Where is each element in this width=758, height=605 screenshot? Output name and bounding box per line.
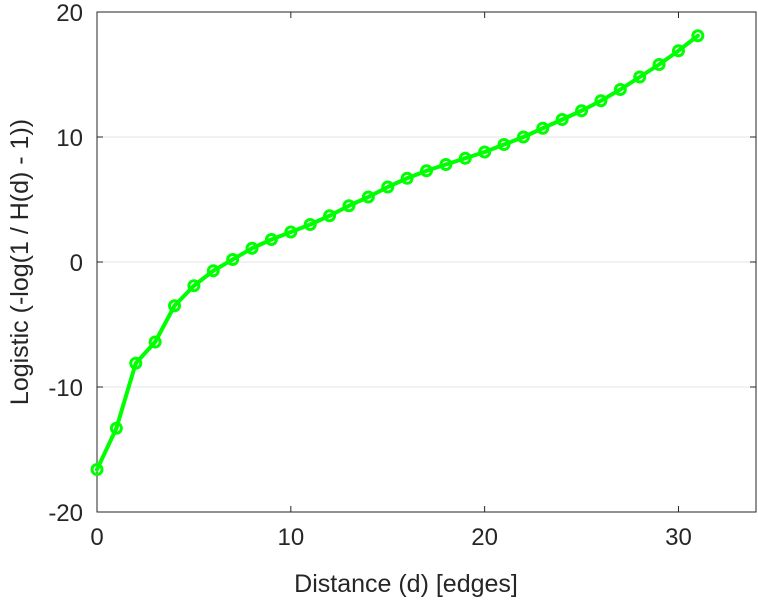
grid-lines: [97, 136, 756, 388]
data-point: [439, 158, 453, 171]
data-point: [148, 335, 162, 349]
y-tick-label: -10: [48, 375, 83, 402]
data-point: [226, 253, 240, 266]
data-point: [652, 58, 666, 71]
x-tick-label: 0: [90, 524, 103, 551]
data-point: [187, 279, 201, 293]
y-tick-label: 10: [56, 125, 83, 152]
y-tick-label: -20: [48, 500, 83, 527]
data-point: [342, 199, 356, 213]
data-point: [400, 171, 414, 185]
data-point: [109, 421, 123, 435]
data-point: [536, 121, 550, 135]
data-point: [245, 241, 259, 255]
x-tick-label: 30: [665, 524, 692, 551]
data-series: [90, 29, 705, 476]
axis-ticks: 0 10 20 30 -20 -10 0 10 20: [48, 0, 756, 551]
x-axis-label: Distance (d) [edges]: [294, 570, 518, 598]
data-point: [129, 356, 143, 370]
data-point: [361, 190, 375, 204]
data-point: [497, 138, 511, 151]
data-point: [303, 218, 317, 231]
data-point: [284, 225, 298, 239]
data-point: [478, 145, 492, 159]
y-tick-label: 20: [56, 0, 83, 27]
series-line: [95, 33, 700, 472]
data-point: [90, 463, 104, 476]
y-axis-label: Logistic (-log(1 / H(d) - 1)): [6, 119, 34, 405]
data-point: [458, 151, 472, 165]
data-point: [264, 233, 278, 246]
data-point: [206, 264, 220, 278]
y-tick-label: 0: [70, 250, 83, 277]
data-point: [633, 70, 647, 84]
data-point: [168, 299, 182, 313]
x-tick-label: 10: [277, 524, 304, 551]
data-point: [613, 83, 627, 96]
data-point: [671, 44, 685, 58]
data-point: [381, 180, 395, 194]
data-point: [420, 164, 433, 178]
data-point: [555, 113, 569, 126]
data-point: [323, 209, 337, 223]
x-tick-label: 20: [471, 524, 498, 551]
data-point: [575, 104, 589, 118]
data-point: [516, 130, 530, 144]
data-point: [594, 94, 608, 108]
data-point: [691, 29, 705, 43]
